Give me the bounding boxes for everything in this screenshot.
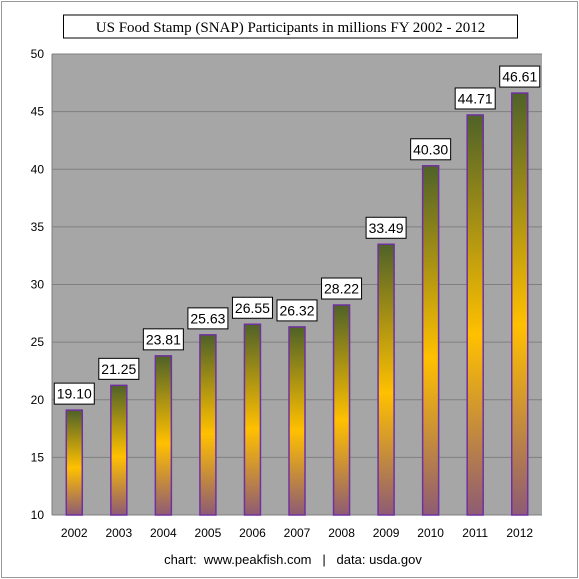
y-tick-label: 45 [31, 105, 45, 119]
y-tick-label: 20 [31, 393, 45, 407]
x-tick-label: 2010 [417, 526, 444, 540]
y-tick-label: 35 [31, 220, 45, 234]
data-label: 21.25 [101, 361, 136, 377]
data-label-box [142, 328, 184, 351]
y-tick-label: 40 [31, 162, 45, 176]
x-tick-label: 2008 [328, 526, 355, 540]
data-label: 28.22 [324, 281, 359, 297]
x-tick-label: 2009 [373, 526, 400, 540]
x-tick-label: 2006 [239, 526, 266, 540]
bar-2003 [110, 384, 128, 516]
data-label: 33.49 [369, 220, 404, 236]
y-tick-label: 25 [31, 335, 45, 349]
data-label-box [499, 65, 541, 88]
data-label: 25.63 [190, 310, 225, 326]
chart-footer: chart: www.peakfish.com | data: usda.gov [164, 552, 422, 567]
data-label: 46.61 [502, 69, 537, 85]
x-tick-label: 2011 [462, 526, 488, 540]
bar-2007 [288, 326, 306, 516]
y-tick-label: 50 [31, 47, 45, 61]
y-tick-label: 10 [31, 508, 45, 522]
data-label-box [365, 216, 407, 239]
x-tick-label: 2002 [61, 526, 88, 540]
bar-2005 [199, 334, 217, 516]
data-label-box [321, 277, 363, 300]
data-label-box [53, 382, 95, 405]
bar-2002 [65, 409, 84, 516]
bar-2010 [421, 165, 440, 516]
bar-2012 [510, 92, 529, 516]
chart-title-box [63, 14, 518, 39]
x-tick-label: 2005 [195, 526, 222, 540]
data-label: 26.32 [279, 302, 314, 318]
data-label-box [231, 296, 273, 319]
data-label-box [410, 138, 452, 161]
bar-2011 [466, 114, 484, 516]
data-label: 23.81 [146, 331, 181, 347]
data-label: 26.55 [235, 300, 270, 316]
y-tick-label: 15 [31, 450, 45, 464]
data-label-box [98, 357, 140, 380]
data-label-box [454, 87, 496, 110]
data-label: 44.71 [458, 90, 493, 106]
bar-2008 [332, 304, 351, 516]
bar-2009 [377, 243, 395, 516]
y-tick-label: 30 [31, 278, 45, 292]
x-tick-label: 2007 [284, 526, 311, 540]
bar-2004 [154, 355, 173, 516]
chart-title: US Food Stamp (SNAP) Participants in mil… [96, 20, 485, 36]
x-tick-label: 2004 [150, 526, 177, 540]
x-tick-label: 2012 [506, 526, 533, 540]
x-tick-label: 2003 [105, 526, 132, 540]
data-label-box [276, 299, 318, 322]
data-label: 40.30 [413, 141, 448, 157]
data-label-box [187, 307, 229, 330]
data-label: 19.10 [57, 386, 92, 402]
bar-2006 [243, 323, 262, 516]
